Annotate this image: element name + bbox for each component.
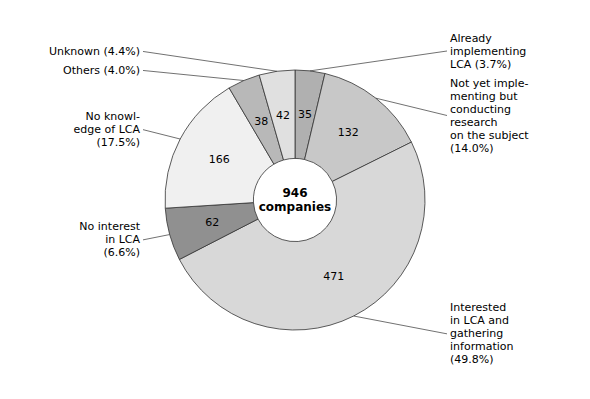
leader-line (143, 130, 180, 139)
data-labels: 35 132 471 62 166 38 42 (205, 108, 359, 283)
leader-line (310, 51, 447, 71)
leader-line (376, 98, 447, 115)
data-label: 471 (323, 270, 344, 283)
slice (165, 203, 258, 260)
chart-svg: 35132471621663842946companiesAlreadyimpl… (0, 0, 590, 399)
leader-line (143, 51, 277, 71)
category-label: AlreadyimplementingLCA (3.7%) (450, 32, 526, 71)
data-label: 132 (338, 126, 359, 139)
leader-line (143, 70, 244, 80)
category-label: Not yet imple-menting butconductingresea… (450, 77, 529, 155)
slices (165, 70, 425, 330)
category-label: Others (4.0%) (63, 64, 140, 77)
data-label: 35 (298, 108, 312, 121)
category-labels: AlreadyimplementingLCA (3.7%) Not yet imp… (49, 32, 529, 367)
leader-line (354, 316, 447, 334)
category-label: No knowl-edge of LCA(17.5%) (74, 110, 141, 149)
leader-line (143, 235, 170, 240)
data-label: 42 (276, 109, 290, 122)
category-label: No interestin LCA(6.6%) (79, 220, 140, 259)
data-label: 166 (209, 153, 230, 166)
data-label: 38 (254, 115, 268, 128)
category-label: Unknown (4.4%) (49, 45, 140, 58)
data-label: 62 (205, 216, 219, 229)
center-label: 946companies (259, 186, 332, 214)
chart-container: 35132471621663842946companiesAlreadyimpl… (0, 0, 590, 399)
category-label: Interestedin LCA andgatheringinformation… (450, 301, 514, 366)
